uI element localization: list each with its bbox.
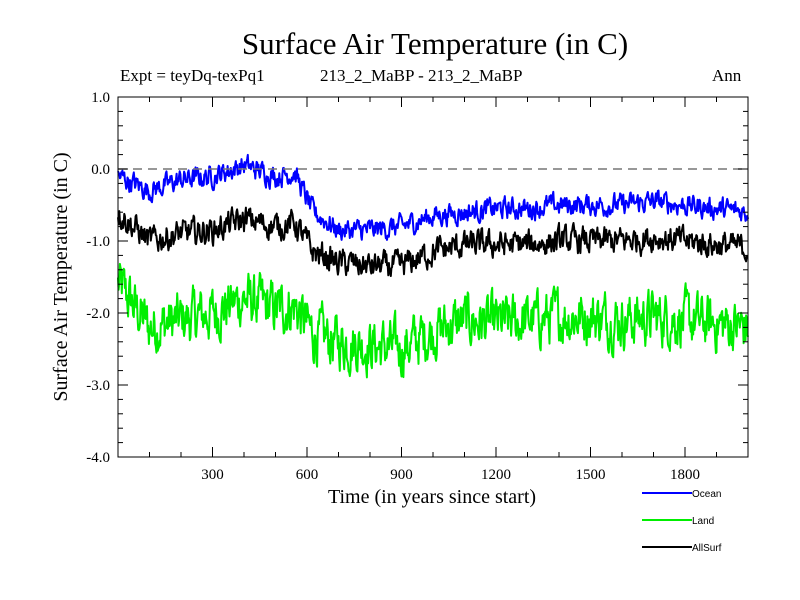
x-tick-label: 1800 xyxy=(670,467,700,483)
series-line-ocean xyxy=(117,153,749,241)
period-label: 213_2_MaBP - 213_2_MaBP xyxy=(320,66,523,85)
experiment-label: Expt = teyDq-texPq1 xyxy=(120,66,265,85)
y-tick-label: -4.0 xyxy=(86,450,110,466)
chart-title: Surface Air Temperature (in C) xyxy=(241,26,629,61)
legend-label-land: Land xyxy=(692,516,714,527)
y-tick-label: -1.0 xyxy=(86,234,110,250)
y-tick-label: 1.0 xyxy=(91,90,110,106)
legend-label-ocean: Ocean xyxy=(692,489,721,500)
y-tick-label: -3.0 xyxy=(86,378,110,394)
x-tick-label: 1200 xyxy=(481,467,511,483)
x-tick-label: 600 xyxy=(296,467,319,483)
series-line-allsurf xyxy=(117,206,749,277)
legend-label-allsurf: AllSurf xyxy=(692,543,722,554)
y-axis-title: Surface Air Temperature (in C) xyxy=(50,152,72,401)
ticks-layer xyxy=(118,96,748,458)
series-layer xyxy=(117,153,749,379)
season-label: Ann xyxy=(712,66,742,85)
tick-labels: 300 600 900 1200 1500 1800 1.0 0.0 -1.0 -2.0 -3.0 -… xyxy=(86,90,700,483)
y-tick-label: 0.0 xyxy=(91,162,110,178)
plot-frame xyxy=(117,96,749,458)
x-tick-label: 900 xyxy=(390,467,413,483)
series-line-land xyxy=(117,262,749,379)
x-tick-label: 1500 xyxy=(576,467,606,483)
x-tick-label: 300 xyxy=(201,467,224,483)
x-axis-title: Time (in years since start) xyxy=(328,486,536,508)
legend: Ocean Land AllSurf xyxy=(642,489,722,554)
y-tick-label: -2.0 xyxy=(86,306,110,322)
